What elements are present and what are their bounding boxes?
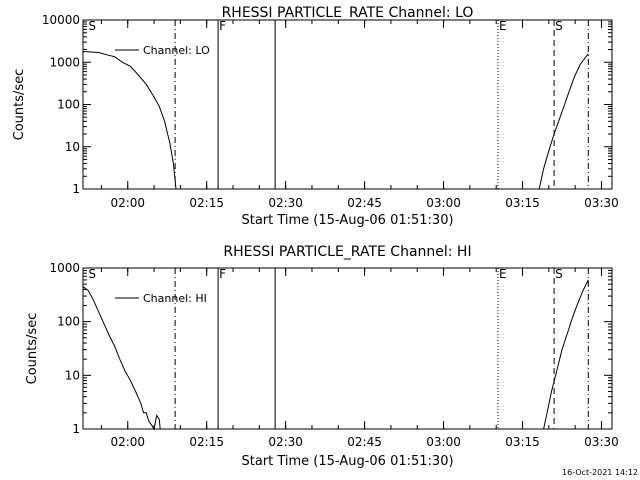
event-marker-label: F [219,267,226,281]
series-line [538,53,589,190]
plot-frame [82,267,613,430]
y-axis-label: Counts/sec [25,313,40,385]
x-tick-label: 02:00 [110,435,145,449]
y-axis-label: Counts/sec [12,69,27,141]
timestamp: 16-Oct-2021 14:12 [562,468,638,477]
legend-label: Channel: HI [143,292,207,305]
x-axis-label: Start Time (15-Aug-06 01:51:30) [241,454,453,469]
x-tick-label: 02:30 [268,196,303,210]
y-tick-label: 10000 [42,13,80,27]
x-tick-label: 03:15 [505,435,540,449]
x-tick-label: 02:45 [347,196,382,210]
series-line [82,51,177,190]
y-tick-label: 100 [57,315,80,329]
chart-panel-0: RHESSI PARTICLE_RATE Channel: LO 02:00 02:… [12,5,619,228]
event-marker-label: S [555,267,563,281]
legend-label: Channel: LO [143,44,210,57]
chart-title: RHESSI PARTICLE_RATE Channel: HI [223,244,471,260]
event-marker-label: E [499,19,507,33]
x-tick-label: 02:30 [268,435,303,449]
y-tick-label: 1 [72,182,80,196]
x-tick-label: 02:15 [189,435,224,449]
event-marker-label: S [88,19,96,33]
y-tick-label: 1000 [49,55,80,69]
x-tick-label: 02:00 [110,196,145,210]
event-marker-label: E [499,267,507,281]
x-tick-label: 03:00 [426,435,461,449]
x-tick-label: 03:30 [584,435,619,449]
y-tick-label: 10 [65,368,80,382]
y-tick-label: 1000 [49,261,80,275]
x-tick-label: 03:30 [584,196,619,210]
y-tick-label: 10 [65,140,80,154]
series-line [543,279,589,430]
x-tick-label: 02:45 [347,435,382,449]
y-tick-label: 100 [57,98,80,112]
series-line [82,286,161,431]
y-tick-label: 1 [72,422,80,436]
x-tick-label: 03:00 [426,196,461,210]
chart-title: RHESSI PARTICLE_RATE Channel: LO [222,5,474,21]
event-marker-label: S [88,267,96,281]
x-tick-label: 03:15 [505,196,540,210]
x-tick-label: 02:15 [189,196,224,210]
event-marker-label: S [555,19,563,33]
x-axis-label: Start Time (15-Aug-06 01:51:30) [241,213,453,228]
chart-panel-1: RHESSI PARTICLE_RATE Channel: HI 02:00 02:… [25,244,619,469]
event-marker-label: F [219,19,226,33]
